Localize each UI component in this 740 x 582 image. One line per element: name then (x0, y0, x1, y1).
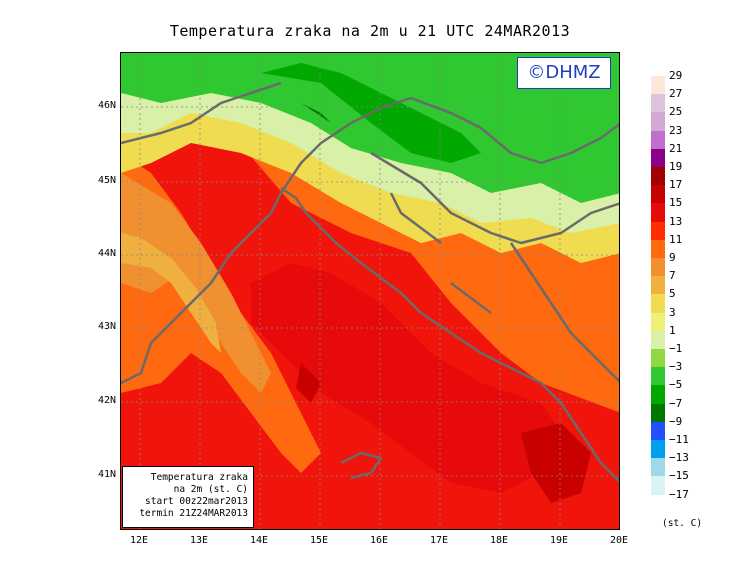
lon-label-14e: 14E (249, 535, 269, 546)
legend-swatch (651, 330, 665, 349)
legend-swatch (651, 367, 665, 386)
legend-label: 9 (669, 251, 676, 264)
zone-green (121, 53, 619, 203)
legend-swatch (651, 458, 665, 477)
legend-label: −7 (669, 396, 683, 410)
lon-label-12e: 12E (129, 535, 149, 546)
legend-label: 11 (669, 232, 683, 246)
lat-label-45n: 45N (97, 175, 116, 186)
zone-darkred-2 (521, 423, 591, 503)
lon-label-18e: 18E (489, 535, 509, 546)
legend-label: 25 (669, 105, 683, 119)
legend-swatch (651, 76, 665, 95)
legend-label: 23 (669, 123, 683, 137)
lon-label-20e: 20E (609, 535, 629, 546)
info-box: Temperatura zraka na 2m (st. C) start 00… (122, 466, 254, 528)
zone-red-core (251, 263, 561, 493)
legend-swatch (651, 112, 665, 131)
legend-swatch (651, 221, 665, 240)
legend-label: 19 (669, 160, 683, 173)
map-title: Temperatura zraka na 2m u 21 UTC 24MAR20… (169, 22, 571, 40)
lat-label-42n: 42N (97, 395, 116, 406)
legend-swatch (651, 148, 665, 167)
zone-yellow-orange (121, 233, 221, 353)
lon-label-13e: 13E (189, 535, 209, 546)
legend-label: −11 (669, 433, 689, 446)
legend-label: −5 (669, 378, 683, 392)
lon-label-19e: 19E (549, 535, 569, 546)
legend-unit: (st. C) (662, 518, 703, 529)
legend-label: 27 (669, 87, 683, 101)
legend-swatch (651, 276, 665, 295)
legend-swatch (651, 476, 665, 495)
legend-label: 13 (669, 214, 683, 228)
legend-swatch (651, 239, 665, 258)
map-canvas (121, 53, 619, 529)
legend-label: 5 (669, 287, 676, 301)
temperature-map (120, 52, 620, 530)
legend-swatch (651, 440, 665, 459)
legend-swatch (651, 349, 665, 368)
legend-label: 29 (669, 69, 683, 82)
zone-darkred-1 (296, 363, 321, 403)
legend-label: −3 (669, 360, 683, 374)
lon-label-17e: 17E (429, 535, 449, 546)
legend-swatch (651, 294, 665, 313)
graticule (121, 53, 619, 529)
legend-label: 1 (669, 323, 676, 337)
legend-label: −17 (669, 487, 689, 501)
legend-swatch (651, 421, 665, 440)
lat-label-44n: 44N (97, 248, 116, 259)
legend-swatch (651, 94, 665, 113)
info-line-4: termin 21Z24MAR2013 (139, 508, 248, 519)
lat-label-41n: 41N (97, 469, 116, 480)
legend-label: 15 (669, 196, 683, 210)
legend-swatch (651, 185, 665, 204)
legend-label: 7 (669, 269, 676, 283)
legend-swatch (651, 403, 665, 422)
legend-swatch (651, 385, 665, 404)
legend-label: −1 (669, 342, 683, 355)
info-line-3: start 00z22mar2013 (145, 496, 248, 507)
legend-label: 21 (669, 141, 683, 155)
legend-label: −9 (669, 414, 683, 428)
lon-label-15e: 15E (309, 535, 329, 546)
lon-label-16e: 16E (369, 535, 389, 546)
lat-label-43n: 43N (97, 321, 116, 332)
coastlines (121, 81, 619, 483)
zone-orange-light (121, 173, 271, 393)
lat-label-46n: 46N (97, 100, 116, 111)
legend-swatch (651, 203, 665, 222)
legend-label: 3 (669, 305, 676, 319)
info-line-1: Temperatura zraka (150, 472, 248, 483)
legend-label: −13 (669, 451, 689, 465)
legend-swatch (651, 258, 665, 277)
legend-label: 17 (669, 178, 683, 192)
legend-swatch (651, 494, 665, 513)
dhmz-watermark: ©DHMZ (517, 57, 611, 89)
legend-swatch (651, 130, 665, 149)
legend-label: −15 (669, 469, 689, 483)
legend-swatch (651, 312, 665, 331)
info-line-2: na 2m (st. C) (173, 484, 248, 495)
legend-swatch (651, 167, 665, 186)
